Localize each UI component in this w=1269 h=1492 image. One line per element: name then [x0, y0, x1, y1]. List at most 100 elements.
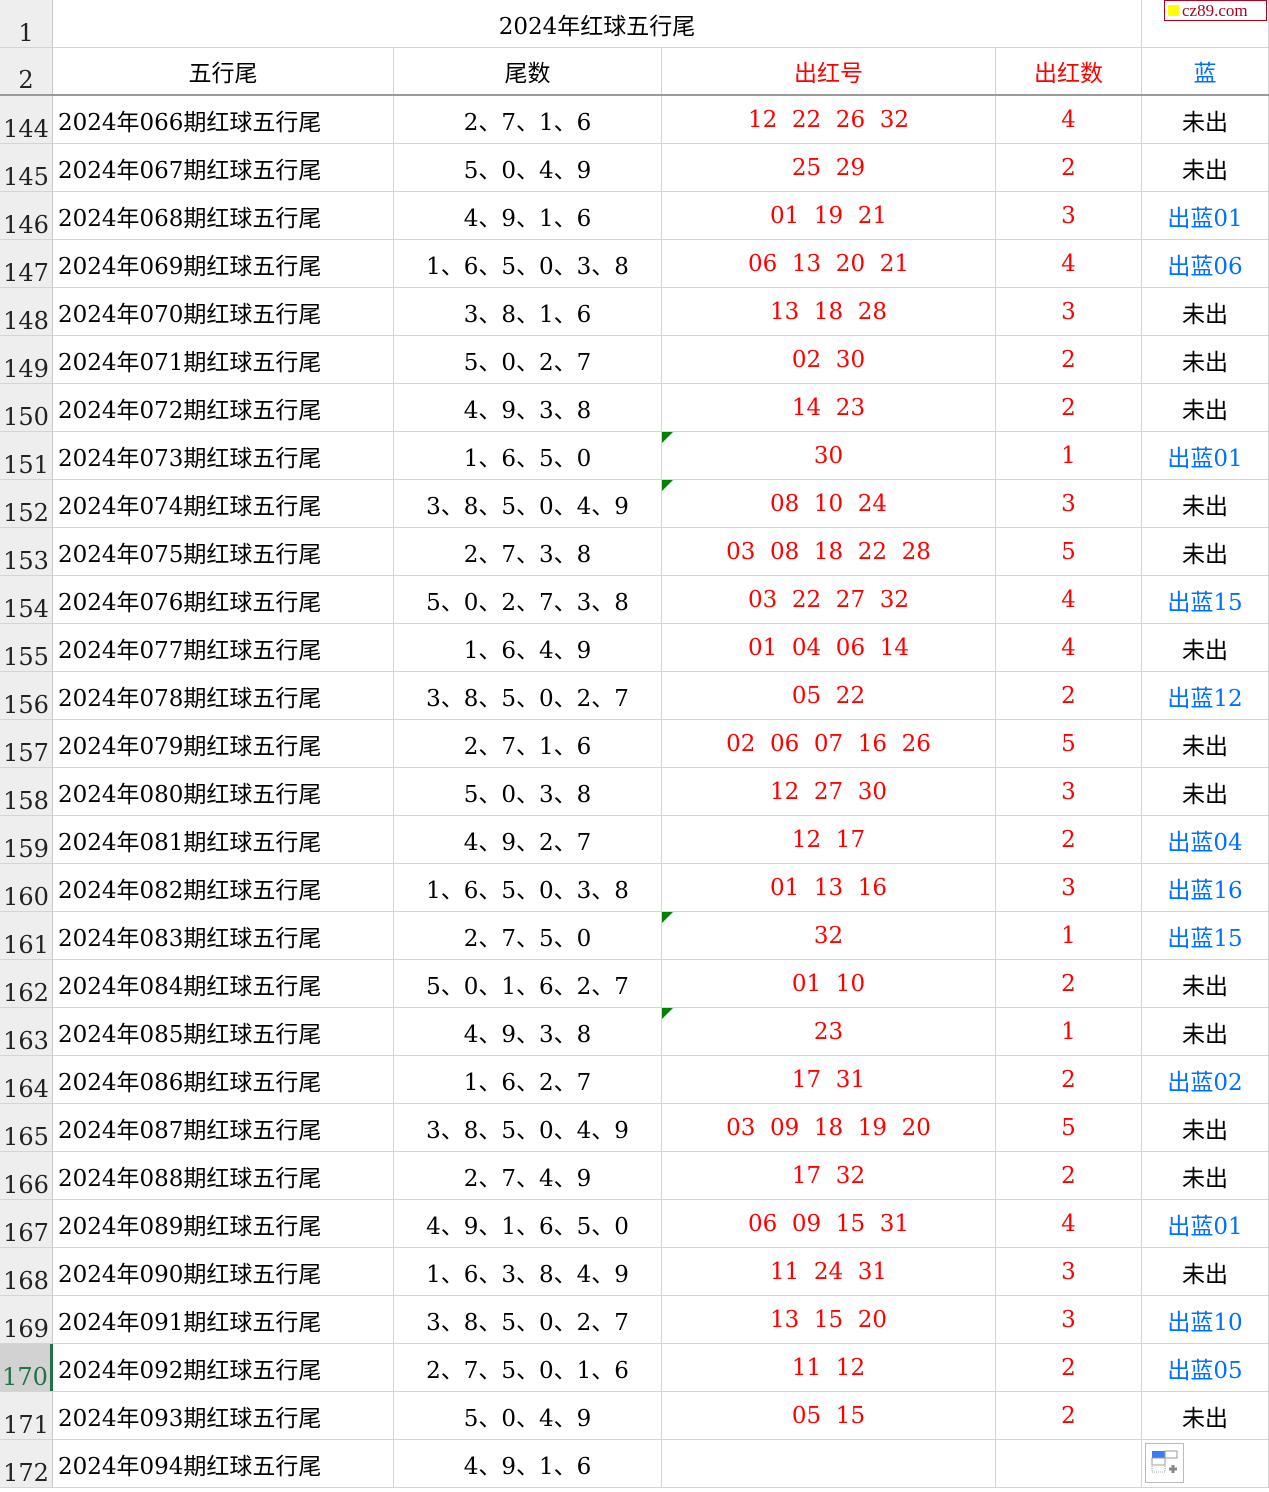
red-numbers-cell[interactable]: 03 22 27 32: [662, 576, 996, 623]
red-numbers-cell[interactable]: 06 09 15 31: [662, 1200, 996, 1247]
blue-cell[interactable]: 未出: [1142, 768, 1269, 815]
row-header[interactable]: 149: [0, 336, 53, 383]
red-numbers-cell[interactable]: 17 32: [662, 1152, 996, 1199]
red-count-cell[interactable]: 4: [996, 1200, 1142, 1247]
period-cell[interactable]: 2024年072期红球五行尾: [53, 384, 394, 431]
row-header[interactable]: 146: [0, 192, 53, 239]
row-header[interactable]: 172: [0, 1440, 53, 1487]
tail-digits-cell[interactable]: 4、9、1、6: [394, 192, 662, 239]
red-numbers-cell[interactable]: 12 17: [662, 816, 996, 863]
red-count-cell[interactable]: 2: [996, 1152, 1142, 1199]
red-numbers-cell[interactable]: 02 06 07 16 26: [662, 720, 996, 767]
red-count-cell[interactable]: 3: [996, 1296, 1142, 1343]
red-numbers-cell[interactable]: 17 31: [662, 1056, 996, 1103]
comment-indicator-icon[interactable]: [662, 912, 673, 923]
row-header[interactable]: 153: [0, 528, 53, 575]
tail-digits-cell[interactable]: 5、0、2、7: [394, 336, 662, 383]
comment-indicator-icon[interactable]: [662, 480, 673, 491]
red-numbers-cell[interactable]: 12 27 30: [662, 768, 996, 815]
period-cell[interactable]: 2024年081期红球五行尾: [53, 816, 394, 863]
red-numbers-cell[interactable]: 02 30: [662, 336, 996, 383]
sheet-title[interactable]: 2024年红球五行尾: [53, 0, 1142, 47]
tail-digits-cell[interactable]: 2、7、1、6: [394, 720, 662, 767]
row-header[interactable]: 168: [0, 1248, 53, 1295]
col-header-weishu[interactable]: 尾数: [394, 48, 662, 94]
red-numbers-cell[interactable]: 13 18 28: [662, 288, 996, 335]
row-header[interactable]: 170: [0, 1344, 53, 1391]
blue-cell[interactable]: 出蓝01: [1142, 432, 1269, 479]
red-count-cell[interactable]: 2: [996, 1344, 1142, 1391]
comment-indicator-icon[interactable]: [662, 432, 673, 443]
tail-digits-cell[interactable]: 5、0、4、9: [394, 144, 662, 191]
period-cell[interactable]: 2024年066期红球五行尾: [53, 96, 394, 143]
tail-digits-cell[interactable]: 3、8、5、0、2、7: [394, 672, 662, 719]
period-cell[interactable]: 2024年086期红球五行尾: [53, 1056, 394, 1103]
blue-cell[interactable]: 未出: [1142, 480, 1269, 527]
red-numbers-cell[interactable]: 30: [662, 432, 996, 479]
period-cell[interactable]: 2024年078期红球五行尾: [53, 672, 394, 719]
red-count-cell[interactable]: 1: [996, 1008, 1142, 1055]
row-header[interactable]: 150: [0, 384, 53, 431]
comment-indicator-icon[interactable]: [662, 1008, 673, 1019]
period-cell[interactable]: 2024年088期红球五行尾: [53, 1152, 394, 1199]
tail-digits-cell[interactable]: 3、8、5、0、2、7: [394, 1296, 662, 1343]
tail-digits-cell[interactable]: 1、6、5、0、3、8: [394, 864, 662, 911]
row-header[interactable]: 157: [0, 720, 53, 767]
period-cell[interactable]: 2024年073期红球五行尾: [53, 432, 394, 479]
period-cell[interactable]: 2024年085期红球五行尾: [53, 1008, 394, 1055]
blue-cell[interactable]: 未出: [1142, 1152, 1269, 1199]
blue-cell[interactable]: 出蓝10: [1142, 1296, 1269, 1343]
tail-digits-cell[interactable]: 1、6、4、9: [394, 624, 662, 671]
period-cell[interactable]: 2024年068期红球五行尾: [53, 192, 394, 239]
red-count-cell[interactable]: 2: [996, 336, 1142, 383]
blue-cell[interactable]: 未出: [1142, 288, 1269, 335]
row-header[interactable]: 1: [0, 0, 53, 47]
red-numbers-cell[interactable]: 06 13 20 21: [662, 240, 996, 287]
tail-digits-cell[interactable]: 3、8、5、0、4、9: [394, 480, 662, 527]
row-header[interactable]: 147: [0, 240, 53, 287]
red-numbers-cell[interactable]: 23: [662, 1008, 996, 1055]
red-count-cell[interactable]: 2: [996, 960, 1142, 1007]
red-numbers-cell[interactable]: [662, 1440, 996, 1487]
period-cell[interactable]: 2024年076期红球五行尾: [53, 576, 394, 623]
red-count-cell[interactable]: 4: [996, 96, 1142, 143]
tail-digits-cell[interactable]: 5、0、1、6、2、7: [394, 960, 662, 1007]
red-numbers-cell[interactable]: 32: [662, 912, 996, 959]
tail-digits-cell[interactable]: 1、6、5、0、3、8: [394, 240, 662, 287]
col-header-chuhonghao[interactable]: 出红号: [662, 48, 996, 94]
row-header[interactable]: 159: [0, 816, 53, 863]
red-numbers-cell[interactable]: 01 13 16: [662, 864, 996, 911]
red-count-cell[interactable]: 2: [996, 672, 1142, 719]
blue-cell[interactable]: 未出: [1142, 624, 1269, 671]
period-cell[interactable]: 2024年091期红球五行尾: [53, 1296, 394, 1343]
red-numbers-cell[interactable]: 05 22: [662, 672, 996, 719]
red-numbers-cell[interactable]: 11 12: [662, 1344, 996, 1391]
period-cell[interactable]: 2024年092期红球五行尾: [53, 1344, 394, 1391]
tail-digits-cell[interactable]: 1、6、5、0: [394, 432, 662, 479]
tail-digits-cell[interactable]: 2、7、5、0、1、6: [394, 1344, 662, 1391]
blue-cell[interactable]: 未出: [1142, 528, 1269, 575]
red-numbers-cell[interactable]: 13 15 20: [662, 1296, 996, 1343]
red-numbers-cell[interactable]: 05 15: [662, 1392, 996, 1439]
period-cell[interactable]: 2024年067期红球五行尾: [53, 144, 394, 191]
red-count-cell[interactable]: 5: [996, 528, 1142, 575]
blue-cell[interactable]: 未出: [1142, 720, 1269, 767]
tail-digits-cell[interactable]: 4、9、1、6: [394, 1440, 662, 1487]
row-header[interactable]: 145: [0, 144, 53, 191]
red-count-cell[interactable]: 2: [996, 1056, 1142, 1103]
period-cell[interactable]: 2024年089期红球五行尾: [53, 1200, 394, 1247]
red-numbers-cell[interactable]: 08 10 24: [662, 480, 996, 527]
tail-digits-cell[interactable]: 4、9、3、8: [394, 1008, 662, 1055]
row-header[interactable]: 158: [0, 768, 53, 815]
blue-cell[interactable]: 出蓝12: [1142, 672, 1269, 719]
period-cell[interactable]: 2024年070期红球五行尾: [53, 288, 394, 335]
tail-digits-cell[interactable]: 1、6、2、7: [394, 1056, 662, 1103]
red-count-cell[interactable]: 3: [996, 768, 1142, 815]
tail-digits-cell[interactable]: 4、9、2、7: [394, 816, 662, 863]
blue-cell[interactable]: 出蓝06: [1142, 240, 1269, 287]
period-cell[interactable]: 2024年075期红球五行尾: [53, 528, 394, 575]
blue-cell[interactable]: 未出: [1142, 1248, 1269, 1295]
period-cell[interactable]: 2024年090期红球五行尾: [53, 1248, 394, 1295]
red-numbers-cell[interactable]: 01 19 21: [662, 192, 996, 239]
tail-digits-cell[interactable]: 2、7、4、9: [394, 1152, 662, 1199]
